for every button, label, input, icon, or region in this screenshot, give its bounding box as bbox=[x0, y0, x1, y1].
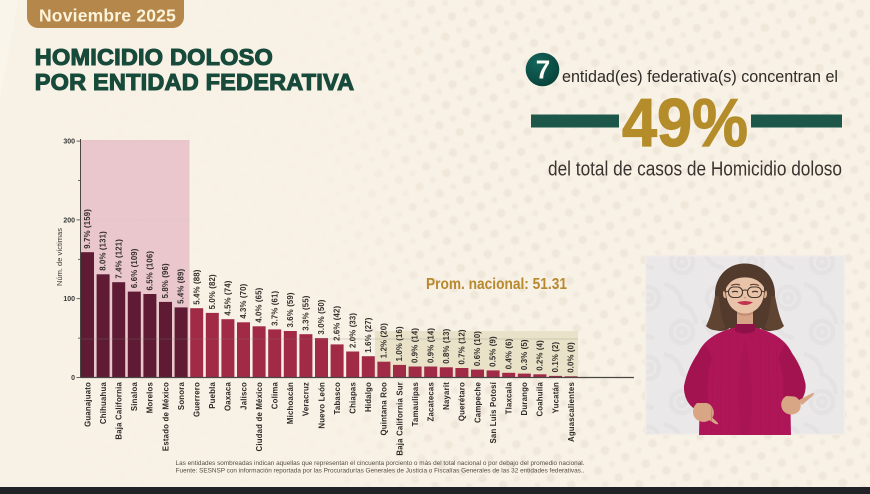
svg-text:Sonora: Sonora bbox=[177, 382, 186, 411]
svg-text:6.6% (109): 6.6% (109) bbox=[130, 248, 139, 288]
svg-text:POR ENTIDAD FEDERATIVA: POR ENTIDAD FEDERATIVA bbox=[35, 69, 354, 95]
svg-text:8.0% (131): 8.0% (131) bbox=[99, 231, 108, 271]
svg-text:300: 300 bbox=[63, 139, 75, 146]
svg-text:1.6% (27): 1.6% (27) bbox=[364, 317, 373, 352]
svg-text:Baja California: Baja California bbox=[115, 382, 124, 440]
svg-text:0: 0 bbox=[71, 375, 75, 382]
svg-text:49%: 49% bbox=[622, 85, 748, 161]
svg-text:0.9% (14): 0.9% (14) bbox=[426, 328, 435, 363]
svg-text:5.4% (88): 5.4% (88) bbox=[192, 269, 201, 304]
svg-text:HOMICIDIO DOLOSO: HOMICIDIO DOLOSO bbox=[35, 44, 273, 70]
svg-text:Noviembre 2025: Noviembre 2025 bbox=[39, 6, 176, 26]
svg-text:5.0% (82): 5.0% (82) bbox=[208, 274, 217, 309]
svg-text:Nuevo León: Nuevo León bbox=[317, 382, 326, 429]
svg-text:Zacatecas: Zacatecas bbox=[427, 382, 436, 422]
svg-text:Aguascalientes: Aguascalientes bbox=[567, 382, 576, 442]
svg-text:Durango: Durango bbox=[520, 382, 529, 415]
svg-text:1.0% (16): 1.0% (16) bbox=[395, 326, 404, 361]
svg-text:3.6% (59): 3.6% (59) bbox=[286, 292, 295, 327]
svg-text:Núm. de víctimas: Núm. de víctimas bbox=[55, 228, 64, 286]
svg-text:Michoacán: Michoacán bbox=[286, 382, 295, 424]
svg-text:Querétaro: Querétaro bbox=[458, 382, 467, 421]
svg-text:3.0% (50): 3.0% (50) bbox=[317, 299, 326, 334]
svg-text:4.0% (65): 4.0% (65) bbox=[255, 287, 264, 322]
svg-text:2.6% (42): 2.6% (42) bbox=[333, 305, 342, 340]
svg-text:Fuente: SESNSP con información: Fuente: SESNSP con información reportada… bbox=[176, 468, 585, 475]
svg-text:Morelos: Morelos bbox=[146, 382, 155, 414]
svg-text:Ciudad de México: Ciudad de México bbox=[255, 382, 264, 452]
svg-text:entidad(es) federativa(s) conc: entidad(es) federativa(s) concentran el bbox=[562, 68, 838, 86]
svg-text:Colima: Colima bbox=[271, 382, 280, 410]
svg-text:Chiapas: Chiapas bbox=[349, 382, 358, 414]
svg-text:Prom. nacional: 51.31: Prom. nacional: 51.31 bbox=[426, 276, 567, 293]
svg-text:0.0% (0): 0.0% (0) bbox=[567, 342, 576, 373]
svg-text:Puebla: Puebla bbox=[208, 382, 217, 409]
svg-text:2.0% (33): 2.0% (33) bbox=[348, 313, 357, 348]
svg-text:0.5% (9): 0.5% (9) bbox=[489, 336, 498, 367]
svg-text:0.8% (13): 0.8% (13) bbox=[442, 328, 451, 363]
svg-text:0.4% (6): 0.4% (6) bbox=[504, 338, 513, 369]
svg-text:0.2% (4): 0.2% (4) bbox=[536, 340, 545, 371]
svg-text:7: 7 bbox=[536, 55, 550, 85]
svg-text:Tlaxcala: Tlaxcala bbox=[505, 382, 514, 415]
svg-text:Guerrero: Guerrero bbox=[193, 382, 202, 417]
svg-text:3.7% (61): 3.7% (61) bbox=[270, 290, 279, 325]
svg-text:Jalisco: Jalisco bbox=[239, 382, 248, 410]
svg-text:5.4% (89): 5.4% (89) bbox=[177, 268, 186, 303]
svg-text:Tabasco: Tabasco bbox=[333, 382, 342, 414]
svg-text:Baja California Sur: Baja California Sur bbox=[395, 382, 404, 456]
svg-text:9.7% (159): 9.7% (159) bbox=[83, 209, 92, 249]
svg-text:4.3% (70): 4.3% (70) bbox=[239, 283, 248, 318]
svg-text:Quintana Roo: Quintana Roo bbox=[380, 382, 389, 436]
svg-text:3.3% (55): 3.3% (55) bbox=[302, 295, 311, 330]
svg-text:Yucatán: Yucatán bbox=[551, 382, 560, 413]
svg-text:Nayarit: Nayarit bbox=[442, 382, 451, 410]
svg-text:Oaxaca: Oaxaca bbox=[224, 382, 233, 411]
svg-text:0.7% (12): 0.7% (12) bbox=[458, 329, 467, 364]
svg-text:4.5% (74): 4.5% (74) bbox=[224, 280, 233, 315]
svg-text:Chihuahua: Chihuahua bbox=[99, 382, 108, 425]
svg-text:7.4% (121): 7.4% (121) bbox=[114, 239, 123, 279]
svg-text:200: 200 bbox=[63, 217, 75, 224]
svg-text:0.1% (2): 0.1% (2) bbox=[551, 341, 560, 372]
svg-text:0.9% (14): 0.9% (14) bbox=[411, 328, 420, 363]
svg-text:0.6% (10): 0.6% (10) bbox=[473, 331, 482, 366]
svg-text:Hidalgo: Hidalgo bbox=[364, 382, 373, 412]
svg-text:San Luis Potosí: San Luis Potosí bbox=[489, 381, 498, 443]
svg-text:del total de casos de Homicidi: del total de casos de Homicidio doloso bbox=[548, 159, 842, 181]
svg-text:Las entidades sombreadas indic: Las entidades sombreadas indican aquella… bbox=[176, 460, 585, 467]
svg-text:Tamaulipas: Tamaulipas bbox=[411, 382, 420, 427]
svg-text:5.8% (96): 5.8% (96) bbox=[161, 263, 170, 298]
svg-text:Sinaloa: Sinaloa bbox=[130, 382, 139, 412]
svg-text:1.2% (20): 1.2% (20) bbox=[380, 323, 389, 358]
svg-text:Estado de México: Estado de México bbox=[161, 382, 170, 451]
svg-text:Veracruz: Veracruz bbox=[302, 382, 311, 416]
svg-text:100: 100 bbox=[63, 296, 75, 303]
svg-text:6.5% (106): 6.5% (106) bbox=[146, 251, 155, 291]
svg-text:0.3% (5): 0.3% (5) bbox=[520, 339, 529, 370]
svg-text:Coahuila: Coahuila bbox=[536, 382, 545, 417]
svg-text:Guanajuato: Guanajuato bbox=[83, 382, 92, 427]
svg-text:Campeche: Campeche bbox=[473, 382, 482, 423]
